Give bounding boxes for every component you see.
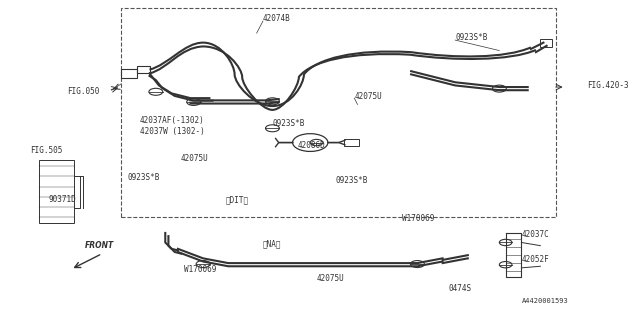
Text: 42052F: 42052F	[522, 255, 549, 264]
Bar	[344, 139, 360, 146]
Text: 42075U: 42075U	[355, 92, 382, 101]
Text: 42037AF(-1302): 42037AF(-1302)	[140, 116, 205, 125]
Text: 42075U: 42075U	[317, 275, 344, 284]
Text: FIG.050: FIG.050	[67, 87, 99, 96]
Text: 42037W (1302-): 42037W (1302-)	[140, 127, 205, 136]
Text: A4420001593: A4420001593	[522, 298, 568, 304]
Text: 42086D: 42086D	[298, 141, 325, 150]
Text: FIG.420-3: FIG.420-3	[588, 81, 629, 90]
Bar	[121, 69, 137, 77]
Text: W170069: W170069	[184, 265, 216, 274]
Text: 42075U: 42075U	[181, 154, 209, 163]
Text: 0923S*B: 0923S*B	[455, 33, 488, 42]
Text: 0474S: 0474S	[449, 284, 472, 293]
Text: W170069: W170069	[402, 214, 434, 223]
Text: FRONT: FRONT	[84, 241, 114, 251]
Bar	[137, 67, 150, 73]
Text: 42074B: 42074B	[263, 14, 291, 23]
Text: 42037C: 42037C	[522, 230, 549, 239]
Text: 〈DIT〉: 〈DIT〉	[225, 195, 248, 204]
Text: 0923S*B: 0923S*B	[127, 173, 160, 182]
Text: FIG.505: FIG.505	[29, 146, 62, 155]
Text: 0923S*B: 0923S*B	[335, 176, 368, 185]
Text: 0923S*B: 0923S*B	[273, 119, 305, 128]
Text: 〈NA〉: 〈NA〉	[263, 240, 282, 249]
Text: 90371D: 90371D	[49, 195, 76, 204]
Bar	[39, 160, 74, 223]
Bar	[121, 8, 556, 217]
Bar	[540, 39, 552, 47]
